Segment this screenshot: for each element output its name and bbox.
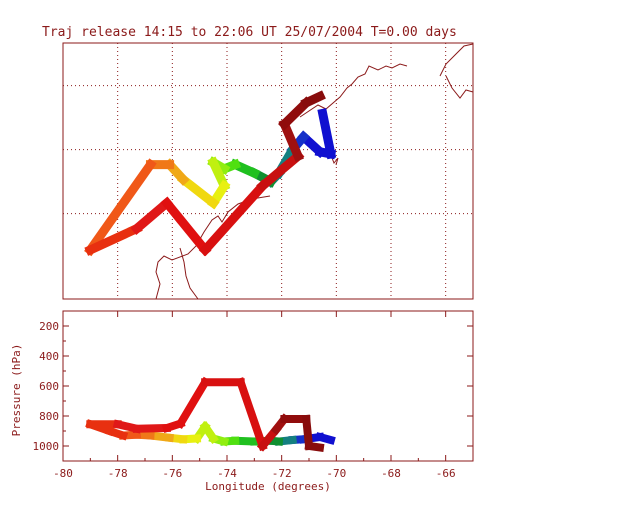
y-tick-label-0: 200 [39,320,59,333]
trajectory-map-plot [84,90,337,257]
coastline-northeast [299,63,408,118]
map-trajectory-segment-16 [84,222,143,256]
profile-panel: -80 -78 -76 -74 -72 -70 -68 -66 200 400 600 800 1000… [10,310,474,493]
map-trajectory-segment-20 [256,149,305,193]
map-trajectory-segment-23 [300,90,326,109]
profile-axes: -80 -78 -76 -74 -72 -70 -68 -66 200 400 600 800 1000 [33,310,474,480]
map-trajectory-segment-18 [160,196,212,257]
x-tick-label-6: -68 [381,467,401,480]
y-tick-label-2: 600 [39,380,59,393]
profile-trajectory-segment-22 [175,376,211,429]
map-trajectory-segment-12 [176,173,220,210]
x-tick-label-2: -76 [162,467,182,480]
coastline-island-lower [445,75,474,99]
map-grid [63,43,473,299]
x-tick-label-3: -74 [217,467,237,480]
figure-title: Traj release 14:15 to 22:06 UT 25/07/200… [42,25,457,40]
map-trajectory-segment-19 [198,179,269,257]
map-trajectory-segment-21 [278,118,304,162]
map-panel [62,42,474,300]
profile-trajectory-segment-20 [132,423,171,433]
x-tick-label-7: -66 [436,467,456,480]
y-tick-label-4: 1000 [33,440,60,453]
x-tick-label-0: -80 [53,467,73,480]
x-tick-label-4: -72 [272,467,292,480]
x-tick-label-5: -70 [326,467,346,480]
y-tick-label-1: 400 [39,350,59,363]
coastline-island [439,43,474,77]
map-trajectory-segment-15 [84,158,157,257]
map-trajectory-segment-17 [130,196,174,235]
profile-trajectory-segment-29 [304,441,325,453]
coastline [155,43,474,300]
x-axis-label: Longitude (degrees) [205,480,331,493]
profile-trajectory-segment-24 [235,377,268,452]
trajectory-profile-plot [85,376,336,453]
y-axis-label: Pressure (hPa) [10,344,23,437]
map-frame [62,42,474,300]
map-trajectory-segment-0 [317,108,337,160]
x-tick-label-1: -78 [108,467,128,480]
coastline-inlet [179,247,199,300]
y-tick-label-3: 800 [39,410,59,423]
profile-trajectory-segment-28 [301,414,314,451]
map-trajectory-segment-22 [278,96,313,131]
